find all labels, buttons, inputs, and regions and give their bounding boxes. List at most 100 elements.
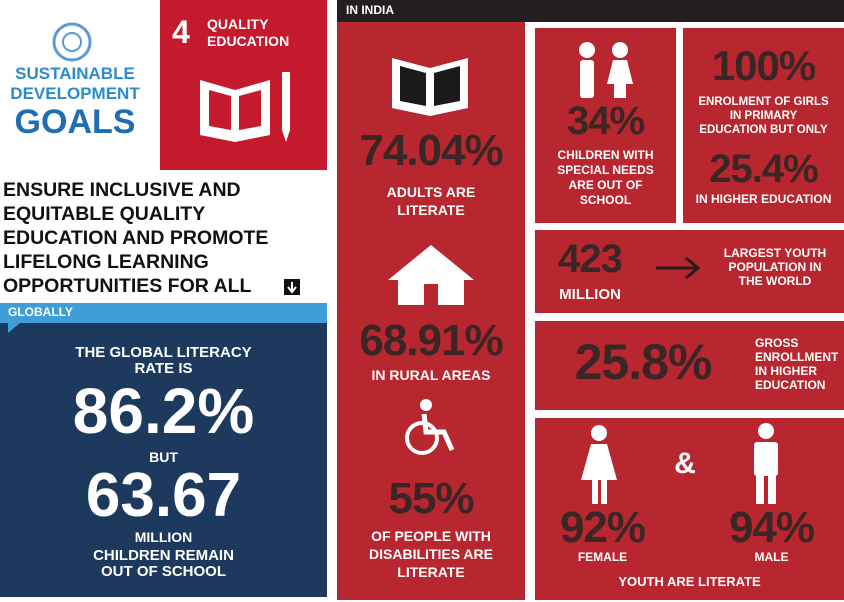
- caption-line: DISABILITIES ARE: [369, 546, 493, 562]
- caption-line: LITERATE: [397, 202, 465, 218]
- india-bar: [337, 0, 844, 22]
- caption-line: POPULATION IN: [728, 260, 822, 274]
- goal-title-line: EDUCATION: [207, 33, 290, 49]
- arrow-icon: [656, 256, 701, 280]
- house-icon: [424, 284, 438, 305]
- male-icon: [758, 423, 774, 439]
- child-icon: [614, 84, 626, 98]
- heading-line: EDUCATION AND PROMOTE: [3, 227, 269, 249]
- youth-tile: [535, 230, 844, 313]
- section-label: GLOBALLY: [8, 305, 73, 319]
- caption-line: SCHOOL: [579, 193, 632, 207]
- connector: BUT: [149, 449, 178, 465]
- stat-value: 68.91%: [359, 316, 503, 365]
- goal-tile: [160, 0, 327, 170]
- stat-value: 25.8%: [574, 334, 713, 390]
- male-icon: [754, 442, 778, 476]
- logo-text: GOALS: [14, 103, 136, 141]
- caption-line: OF PEOPLE WITH: [371, 528, 491, 544]
- pencil-icon: [282, 72, 290, 130]
- caption-line: ADULTS ARE: [386, 184, 476, 200]
- house-icon: [388, 245, 474, 305]
- wheelchair-icon: [405, 421, 439, 455]
- stat-value: 25.4%: [709, 147, 818, 191]
- child-icon: [579, 42, 595, 58]
- unit: MILLION: [134, 529, 193, 545]
- child-icon: [612, 42, 628, 58]
- goal-number: 4: [172, 14, 190, 50]
- india-column: [337, 22, 525, 600]
- pointer: [8, 323, 20, 333]
- stat-caption: ENROLMENT OF GIRLS IN PRIMARY EDUCATION …: [683, 95, 844, 137]
- pencil-icon: [282, 130, 290, 142]
- section-label: IN INDIA: [346, 3, 394, 17]
- global-rate: 86.2%: [72, 375, 255, 447]
- book-icon: [400, 66, 460, 106]
- unit: MILLION: [559, 286, 621, 303]
- down-arrow: [287, 282, 297, 294]
- heading-line: LIFELONG LEARNING: [3, 251, 209, 273]
- stat-value: 74.04%: [359, 126, 503, 175]
- stat-caption: GROSS ENROLLMENT IN HIGHER EDUCATION: [755, 336, 838, 392]
- stat-caption: OF PEOPLE WITH DISABILITIES ARE LITERATE: [337, 527, 525, 581]
- caption-line: IN PRIMARY: [729, 110, 798, 122]
- stat-value: 94%: [728, 503, 815, 552]
- female-icon: [592, 478, 598, 504]
- caption-line: ENROLLMENT: [755, 350, 839, 364]
- special-needs-tile: [535, 28, 676, 223]
- child-icon: [580, 60, 594, 98]
- goal-title-line: QUALITY: [207, 16, 269, 32]
- global-children: 63.67: [85, 461, 242, 530]
- logo-text: SUSTAINABLE: [15, 64, 135, 83]
- caption-line: GROSS: [755, 336, 799, 350]
- stat-caption: IN HIGHER EDUCATION: [695, 192, 832, 206]
- book-icon: [209, 90, 261, 130]
- caption-line: CHILDREN REMAIN: [93, 547, 234, 564]
- stat-value: 55%: [388, 474, 474, 523]
- globally-panel: [0, 323, 327, 597]
- global-caption: CHILDREN REMAIN OUT OF SCHOOL: [0, 548, 327, 580]
- male-icon: [756, 474, 764, 504]
- heading-line: OPPORTUNITIES FOR ALL: [3, 275, 252, 297]
- un-emblem: [62, 32, 82, 52]
- caption-line: LITERATE: [397, 564, 465, 580]
- literacy-tile: [535, 418, 844, 600]
- child-icon: [607, 60, 633, 84]
- stat-caption: LARGEST YOUTH POPULATION IN THE WORLD: [710, 246, 840, 288]
- caption-line: ENROLMENT OF GIRLS: [698, 96, 829, 108]
- stat-value: 34%: [566, 99, 645, 143]
- heading: ENSURE INCLUSIVE AND EQUITABLE QUALITY E…: [3, 178, 268, 298]
- female-icon: [601, 478, 607, 504]
- caption-line: LARGEST YOUTH: [723, 246, 827, 260]
- goal-title: QUALITY EDUCATION: [207, 16, 289, 50]
- globally-bar: [0, 303, 327, 323]
- female-icon: [581, 444, 617, 480]
- girls-tile: [683, 28, 844, 223]
- stat-caption: MALE: [754, 550, 789, 564]
- wheelchair-icon: [421, 413, 455, 452]
- stat-caption: ADULTS ARE LITERATE: [337, 183, 525, 219]
- wheelchair-icon: [420, 399, 432, 411]
- stat-caption: FEMALE: [577, 550, 628, 564]
- caption-line: EDUCATION BUT ONLY: [699, 124, 828, 136]
- caption-line: THE WORLD: [738, 274, 812, 288]
- male-icon: [768, 474, 776, 504]
- heading-line: ENSURE INCLUSIVE AND: [3, 179, 241, 201]
- logo-text: DEVELOPMENT: [10, 84, 140, 103]
- stat-value: 100%: [711, 42, 816, 89]
- connector: &: [674, 447, 696, 480]
- stat-caption: YOUTH ARE LITERATE: [618, 574, 761, 589]
- heading-line: EQUITABLE QUALITY: [3, 203, 206, 225]
- caption-line: OUT OF SCHOOL: [101, 562, 226, 580]
- un-emblem: [52, 22, 92, 62]
- stat-value: 92%: [559, 503, 646, 552]
- sdg-logo: SUSTAINABLE DEVELOPMENT GOALS: [0, 64, 150, 140]
- caption-line: SPECIAL NEEDS: [557, 163, 654, 177]
- global-intro: THE GLOBAL LITERACY RATE IS: [0, 345, 327, 377]
- caption-line: THE GLOBAL LITERACY: [75, 344, 252, 361]
- caption-line: ARE OUT OF: [568, 178, 643, 192]
- caption-line: CHILDREN WITH: [557, 148, 654, 162]
- female-icon: [591, 425, 607, 441]
